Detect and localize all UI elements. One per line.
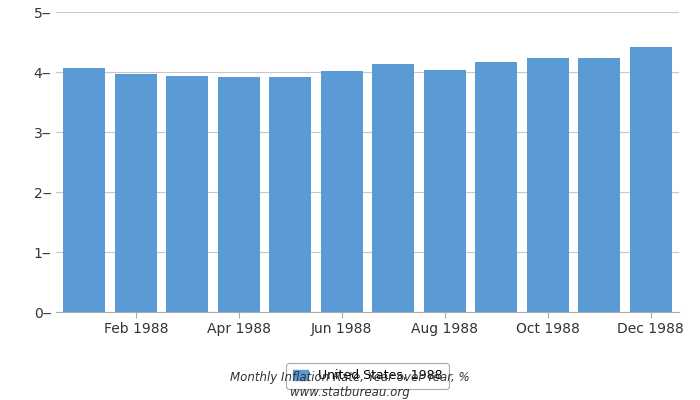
Bar <box>321 72 363 312</box>
Bar <box>475 62 517 312</box>
Bar <box>63 68 106 312</box>
Bar <box>578 58 620 312</box>
Text: www.statbureau.org: www.statbureau.org <box>290 386 410 399</box>
Bar <box>372 64 414 312</box>
Bar <box>526 58 569 312</box>
Bar <box>218 77 260 312</box>
Bar <box>424 70 466 312</box>
Legend: United States, 1988: United States, 1988 <box>286 363 449 389</box>
Bar <box>115 74 157 312</box>
Bar <box>629 47 672 312</box>
Bar <box>166 76 209 312</box>
Text: Monthly Inflation Rate, Year over Year, %: Monthly Inflation Rate, Year over Year, … <box>230 372 470 384</box>
Bar <box>270 77 312 312</box>
